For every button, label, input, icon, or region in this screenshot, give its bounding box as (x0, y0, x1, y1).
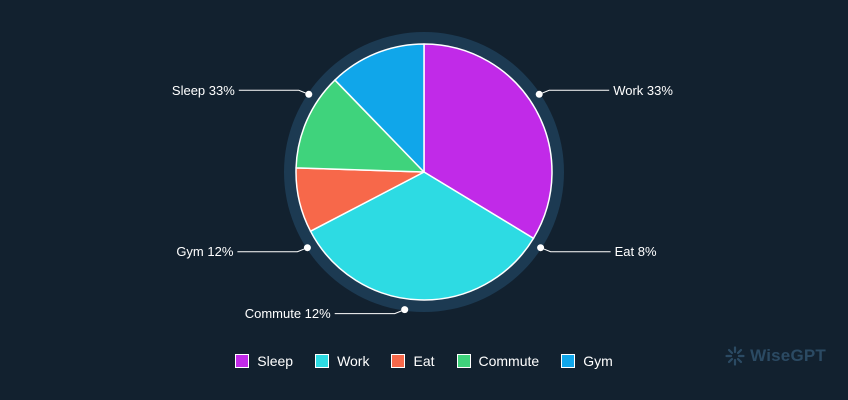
callout-line-eat (540, 247, 611, 253)
pie-slice-work (309, 171, 535, 301)
callout-label-commute: Commute 12% (245, 306, 331, 321)
watermark: WiseGPT (725, 346, 826, 366)
legend-swatch-gym (561, 354, 576, 368)
pie-slice-sleep (423, 43, 553, 240)
callout-label-work: Work 33% (613, 83, 673, 98)
legend: Sleep Work Eat Commute Gym (0, 353, 848, 369)
legend-item-commute: Commute (456, 353, 540, 369)
legend-label-work: Work (337, 353, 370, 369)
legend-label-commute: Commute (478, 353, 540, 369)
legend-label-sleep: Sleep (257, 353, 294, 369)
callout-label-eat: Eat 8% (615, 244, 657, 259)
legend-item-sleep: Sleep (235, 353, 293, 369)
callout-line-gym (237, 247, 308, 253)
pie-slices (295, 43, 553, 301)
callout-line-commute (334, 309, 405, 315)
legend-label-gym: Gym (583, 353, 613, 369)
callout-line-sleep (238, 89, 309, 95)
legend-item-gym: Gym (561, 353, 613, 369)
pie-slice-commute (295, 79, 425, 173)
legend-item-eat: Eat (391, 353, 435, 369)
watermark-text: WiseGPT (750, 346, 826, 365)
legend-swatch-commute (456, 354, 471, 368)
callout-label-sleep: Sleep 33% (172, 83, 235, 98)
pie-callouts: Sleep 33% Work 33% Eat 8% Commute 12% Gym 12… (172, 83, 673, 321)
callout-line-work (539, 89, 610, 95)
legend-swatch-sleep (235, 354, 250, 368)
callout-label-gym: Gym 12% (176, 244, 234, 259)
legend-swatch-eat (391, 354, 406, 368)
pie-slice-gym (334, 43, 425, 173)
legend-label-eat: Eat (413, 353, 435, 369)
legend-item-work: Work (315, 353, 369, 369)
wisegpt-logo-icon (725, 346, 745, 366)
legend-swatch-work (315, 354, 330, 368)
